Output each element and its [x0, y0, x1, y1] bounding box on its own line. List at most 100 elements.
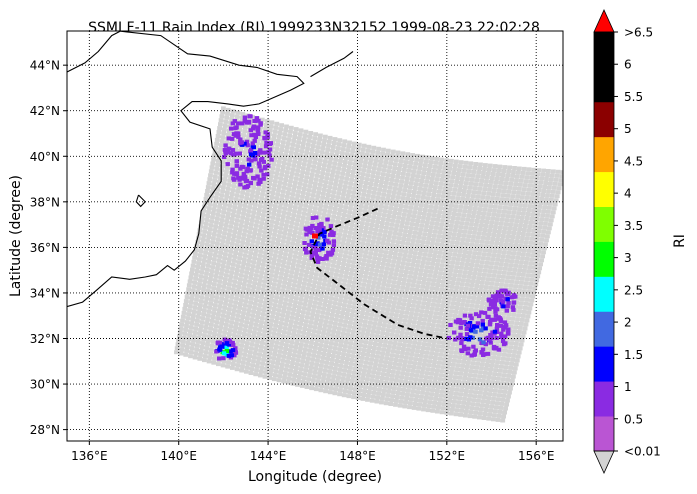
swath-pixel [310, 193, 316, 198]
swath-pixel [422, 358, 428, 363]
swath-pixel [463, 409, 469, 414]
swath-pixel [397, 211, 402, 216]
rain-pixel [258, 148, 263, 153]
swath-pixel [257, 352, 263, 357]
swath-pixel [511, 210, 517, 215]
swath-pixel [507, 185, 513, 190]
rain-pixel [253, 157, 258, 162]
swath-pixel [423, 334, 429, 339]
swath-pixel [393, 248, 399, 252]
rain-pixel [501, 342, 507, 347]
swath-pixel [413, 271, 419, 276]
swath-pixel [402, 164, 408, 168]
swath-pixel [469, 263, 475, 267]
swath-pixel [517, 346, 523, 351]
swath-pixel [356, 306, 361, 311]
swath-pixel [504, 361, 510, 366]
swath-pixel [313, 153, 319, 157]
swath-pixel [321, 282, 327, 287]
swath-pixel [522, 326, 528, 331]
swath-pixel [244, 196, 249, 201]
swath-pixel [330, 354, 336, 358]
swath-pixel [374, 224, 380, 228]
swath-pixel [275, 217, 281, 222]
swath-pixel [369, 153, 375, 158]
swath-pixel [328, 156, 334, 161]
swath-pixel [492, 184, 498, 189]
swath-pixel [268, 277, 273, 282]
swath-pixel [450, 362, 456, 367]
swath-pixel [369, 378, 375, 383]
swath-pixel [296, 140, 301, 145]
swath-pixel [490, 196, 495, 201]
swath-pixel [331, 284, 336, 289]
swath-pixel [359, 270, 364, 274]
swath-pixel [452, 313, 458, 318]
swath-pixel [435, 173, 441, 178]
swath-pixel [268, 174, 274, 179]
swath-pixel [255, 360, 261, 365]
swath-pixel [526, 310, 532, 315]
swath-pixel [338, 249, 344, 254]
swath-pixel [296, 354, 302, 359]
swath-pixel [371, 349, 376, 354]
swath-pixel [431, 237, 436, 242]
swath-pixel [454, 240, 460, 245]
swath-pixel [380, 241, 386, 246]
swath-pixel [481, 272, 487, 277]
swath-pixel [360, 221, 365, 226]
swath-pixel [371, 280, 377, 285]
swath-pixel [456, 338, 462, 343]
swath-pixel [229, 220, 234, 225]
swath-pixel [485, 216, 491, 221]
swath-pixel [430, 388, 436, 393]
swath-pixel [361, 327, 367, 332]
swath-pixel [481, 416, 487, 420]
swath-pixel [485, 195, 490, 200]
swath-pixel [421, 171, 426, 176]
swath-pixel [524, 318, 530, 323]
swath-pixel [449, 284, 455, 289]
swath-pixel [272, 373, 278, 378]
swath-pixel [310, 267, 315, 272]
swath-pixel [503, 181, 509, 186]
swath-pixel [439, 267, 444, 272]
swath-pixel [198, 299, 204, 304]
swath-pixel [419, 244, 425, 248]
swath-pixel [331, 141, 337, 145]
swath-pixel [417, 361, 422, 366]
swath-pixel [481, 293, 487, 298]
swath-pixel [341, 167, 347, 172]
swath-pixel [356, 212, 362, 217]
swath-pixel [290, 192, 296, 197]
swath-pixel [506, 250, 512, 255]
swath-pixel [478, 390, 483, 395]
swath-pixel [223, 223, 229, 228]
swath-pixel [429, 245, 434, 250]
swath-pixel [353, 252, 358, 257]
swath-pixel [229, 142, 235, 147]
swath-pixel [364, 336, 370, 341]
swath-pixel [465, 364, 470, 369]
swath-pixel [507, 206, 513, 211]
swath-pixel [208, 252, 213, 257]
swath-pixel [514, 198, 519, 203]
swath-pixel [509, 341, 515, 346]
swath-pixel [345, 308, 351, 313]
swath-pixel [505, 398, 510, 403]
swath-pixel [412, 186, 418, 190]
rain-pixel [494, 298, 499, 303]
swath-pixel [527, 265, 533, 270]
swath-pixel [197, 282, 202, 287]
swath-pixel [447, 252, 453, 257]
swath-pixel [231, 155, 237, 160]
swath-pixel [471, 377, 477, 382]
swath-pixel [214, 137, 220, 142]
swath-pixel [339, 294, 344, 299]
swath-pixel [291, 332, 296, 337]
swath-pixel [540, 172, 545, 177]
rain-pixel [320, 246, 325, 251]
swath-pixel [500, 258, 505, 263]
swath-pixel [333, 182, 338, 187]
